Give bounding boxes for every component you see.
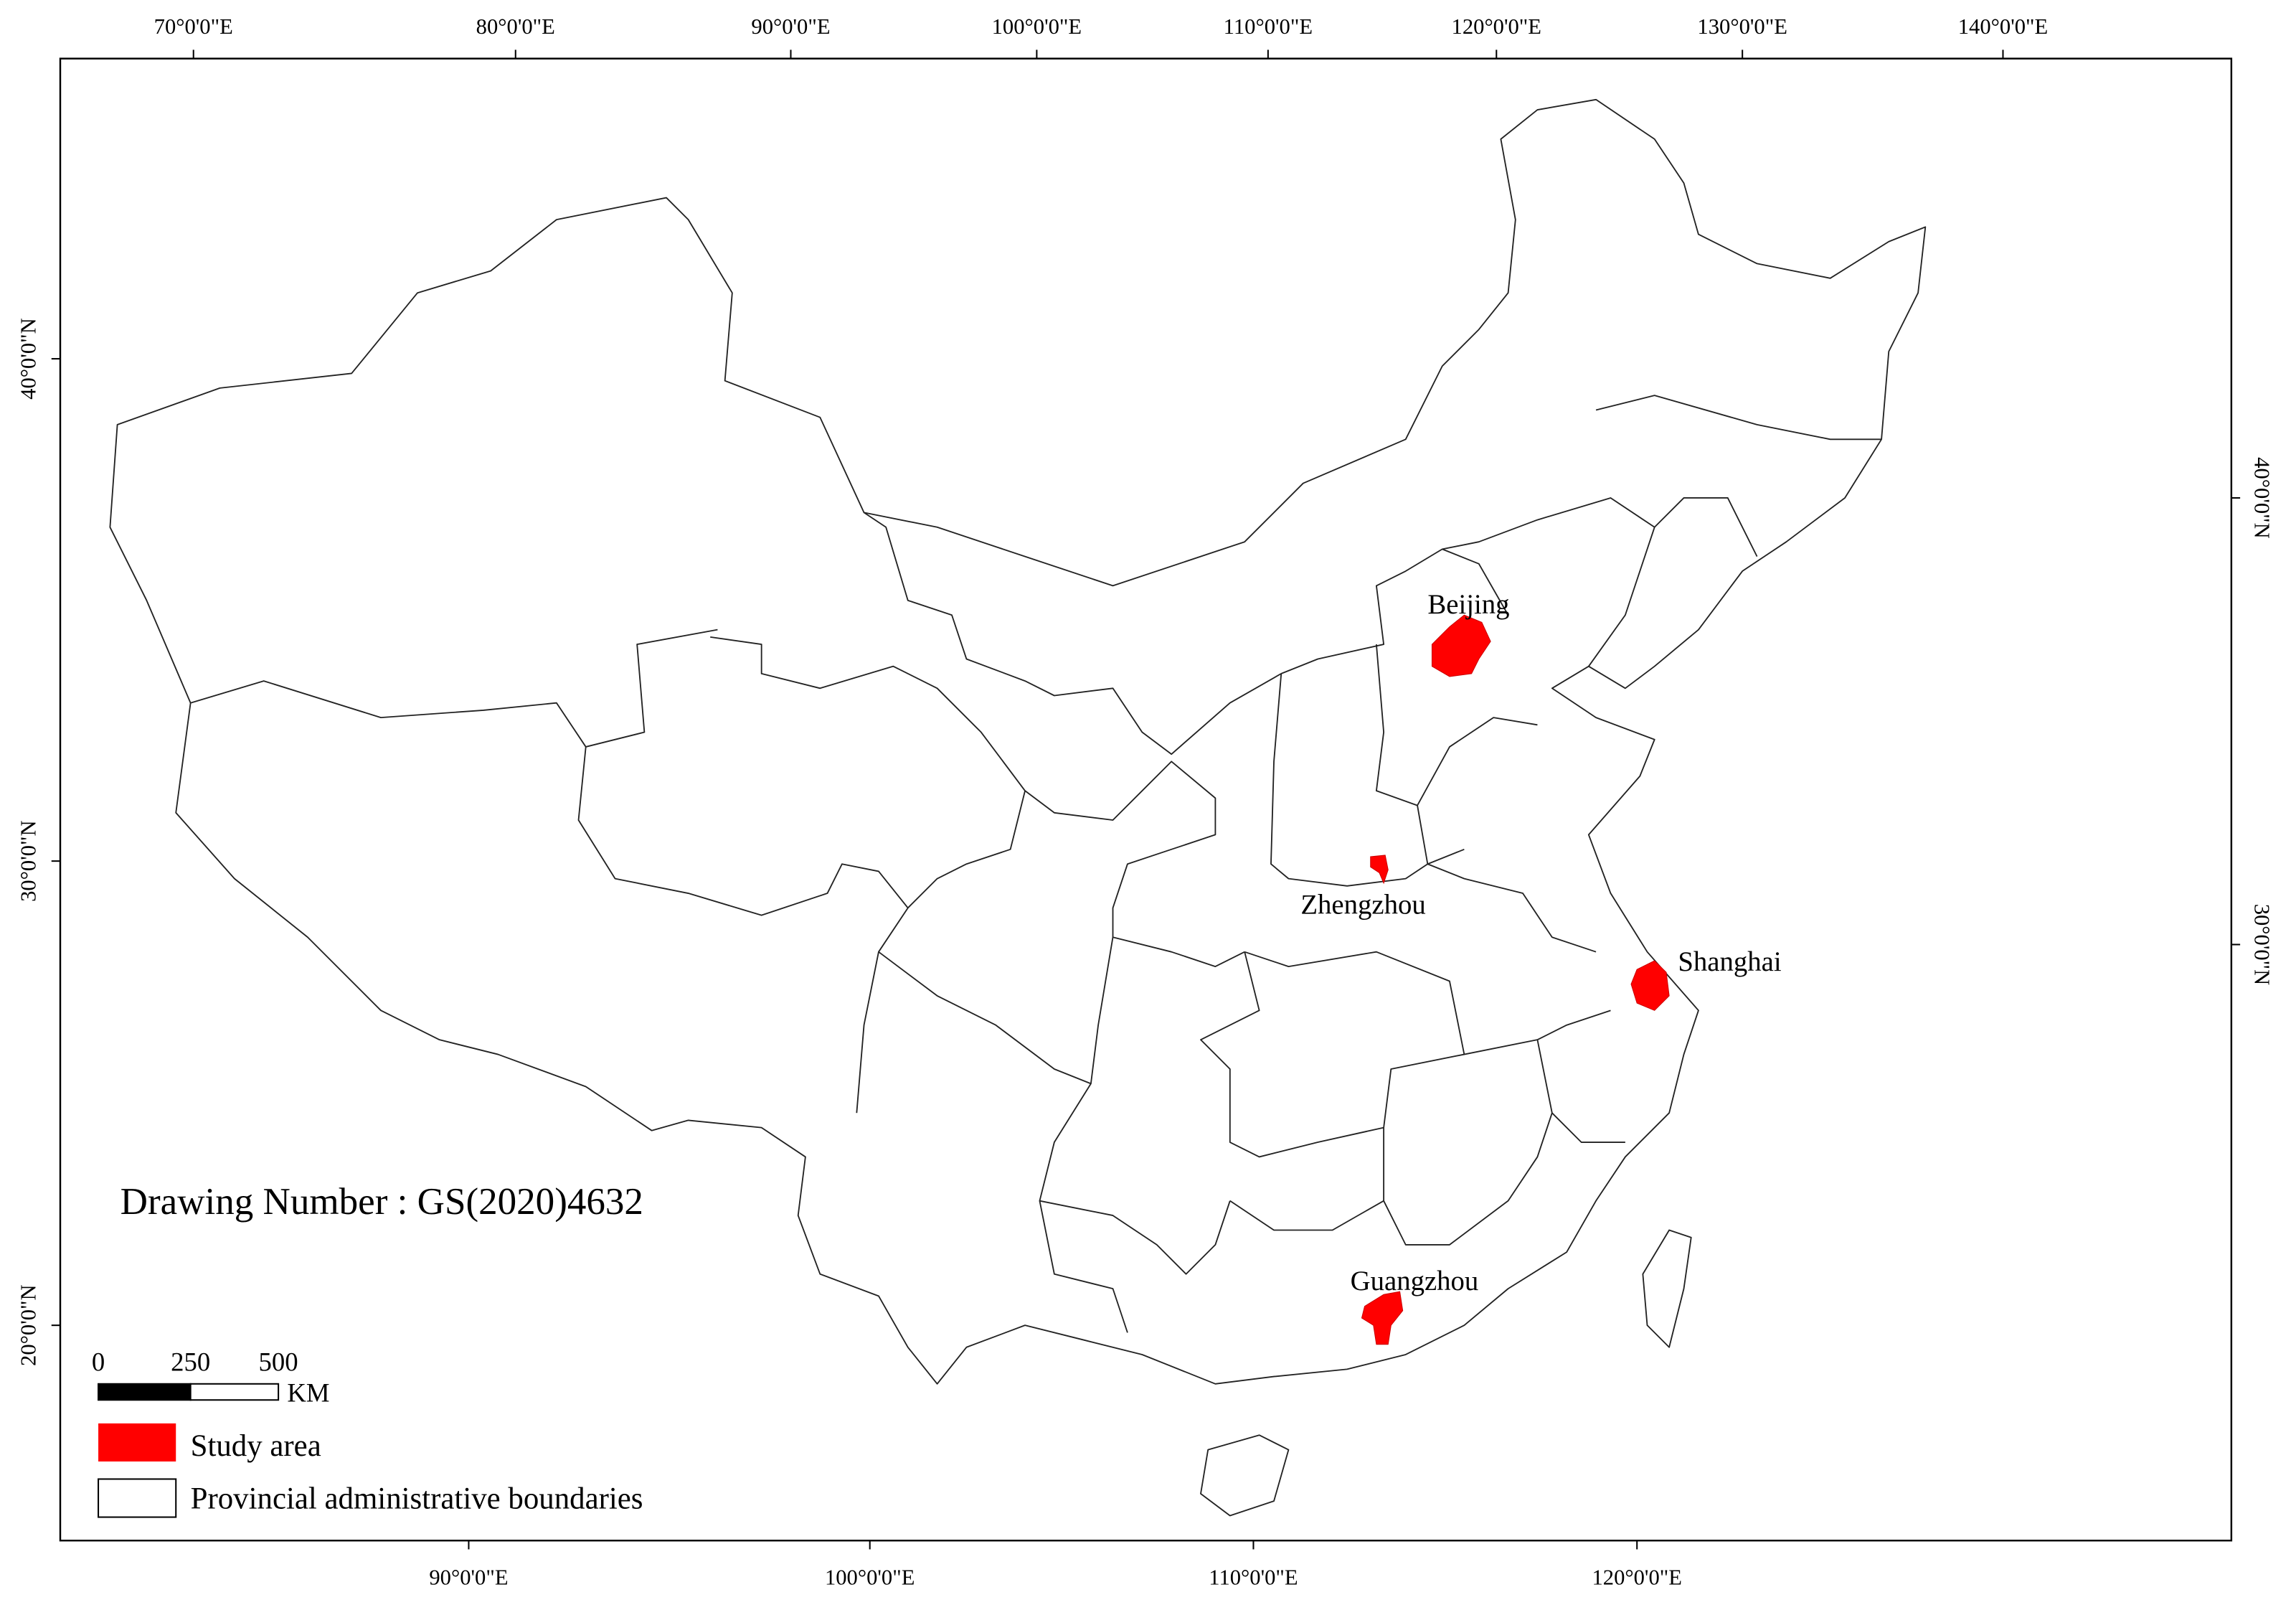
province-boundary (1417, 805, 1597, 953)
lon-label: 90°0'0"E (751, 14, 830, 39)
lon-label: 140°0'0"E (1958, 14, 2048, 39)
lat-label: 30°0'0"N (16, 820, 40, 902)
scale-unit: KM (287, 1378, 329, 1407)
province-boundary (577, 746, 909, 916)
province-boundary (190, 629, 718, 748)
scale-segment (189, 1383, 280, 1401)
province-boundary (1595, 395, 1882, 441)
scale-label: 0 (92, 1347, 105, 1376)
province-boundary (1024, 761, 1245, 968)
city-label: Guangzhou (1351, 1266, 1479, 1296)
lon-label: 130°0'0"E (1697, 14, 1787, 39)
city-label: Beijing (1427, 589, 1509, 620)
graticule-labels: 70°0'0"E 80°0'0"E 90°0'0"E 100°0'0"E 110… (16, 14, 2274, 1589)
lat-label: 40°0'0"N (16, 318, 40, 400)
province-boundary (1588, 497, 1758, 667)
study-areas (1361, 614, 1670, 1345)
lon-label: 100°0'0"E (825, 1565, 915, 1589)
province-boundary (1442, 497, 1655, 550)
lon-label: 100°0'0"E (992, 14, 1082, 39)
drawing-number: Drawing Number : GS(2020)4632 (121, 1181, 643, 1223)
province-boundary (1229, 1200, 1384, 1231)
province-boundary (1039, 937, 1231, 1275)
study-area-beijing (1431, 614, 1491, 677)
scale-label: 250 (171, 1347, 210, 1376)
province-boundary (1200, 951, 1465, 1158)
scale-segment (98, 1383, 192, 1401)
lon-label: 120°0'0"E (1592, 1565, 1681, 1589)
province-boundary (878, 951, 1092, 1085)
province-boundary (1536, 1039, 1625, 1143)
province-boundary (864, 512, 1509, 756)
lon-label: 70°0'0"E (154, 14, 233, 39)
lat-label: 20°0'0"N (16, 1284, 40, 1366)
province-boundary (1270, 673, 1465, 887)
island (1642, 1229, 1692, 1348)
province-boundary (1244, 951, 1611, 1055)
lat-label: 30°0'0"N (2250, 904, 2274, 986)
legend-label: Study area (191, 1429, 321, 1463)
lon-label: 110°0'0"E (1209, 1565, 1298, 1589)
study-area-shanghai (1630, 960, 1670, 1011)
province-boundary (1039, 1200, 1128, 1333)
legend-swatch (98, 1478, 177, 1518)
scale-label: 500 (259, 1347, 298, 1376)
study-area-zhengzhou (1370, 855, 1389, 885)
legend: Study area Provincial administrative bou… (98, 1423, 643, 1518)
city-labels: Beijing Zhengzhou Shanghai Guangzhou (1300, 589, 1782, 1296)
scale-bar: 0 250 500 KM (92, 1347, 330, 1407)
legend-label: Provincial administrative boundaries (191, 1482, 643, 1515)
city-label: Zhengzhou (1300, 890, 1425, 921)
lon-label: 80°0'0"E (476, 14, 555, 39)
lat-label: 40°0'0"N (2250, 457, 2274, 539)
island (1200, 1434, 1290, 1517)
lon-label: 120°0'0"E (1452, 14, 1541, 39)
map-frame (59, 57, 2233, 1542)
study-area-guangzhou (1361, 1291, 1404, 1345)
lon-label: 110°0'0"E (1224, 14, 1313, 39)
legend-swatch (98, 1423, 176, 1462)
city-label: Shanghai (1678, 946, 1782, 977)
graticule-ticks (51, 50, 2241, 1550)
provinces (109, 98, 1927, 1517)
lon-label: 90°0'0"E (429, 1565, 508, 1589)
